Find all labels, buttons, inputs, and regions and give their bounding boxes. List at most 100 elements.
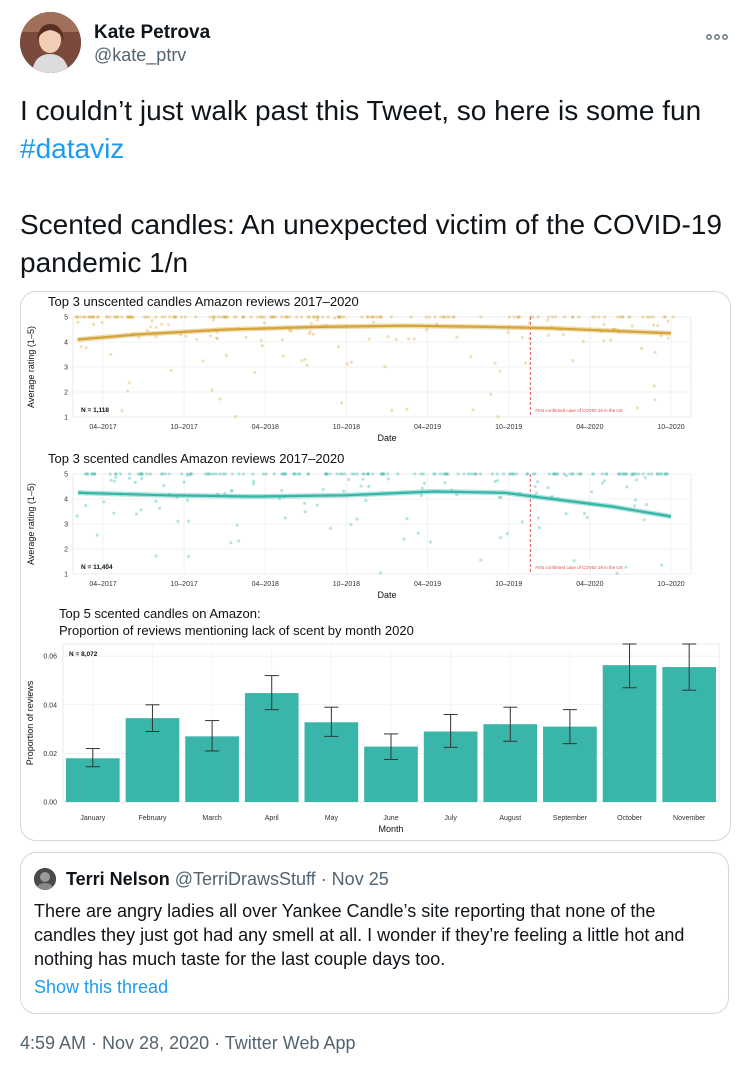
data-point <box>647 472 651 476</box>
data-point <box>533 484 537 489</box>
data-point <box>182 480 186 484</box>
data-point <box>74 315 78 319</box>
data-point <box>534 491 539 495</box>
data-point <box>300 358 304 363</box>
data-point <box>92 472 96 476</box>
y-tick-label: 0.00 <box>43 800 57 807</box>
data-point <box>615 571 619 576</box>
data-point <box>303 357 307 361</box>
data-point <box>224 315 228 319</box>
show-thread-link[interactable]: Show this thread <box>34 977 169 997</box>
trend-line <box>77 490 672 518</box>
data-point <box>379 315 383 319</box>
data-point <box>163 472 167 476</box>
data-point <box>126 315 130 319</box>
y-axis-title: Average rating (1–5) <box>26 483 36 565</box>
data-point <box>127 315 131 319</box>
hashtag-link[interactable]: #dataviz <box>20 133 125 164</box>
data-point <box>609 338 613 342</box>
data-point <box>593 315 597 319</box>
data-point <box>185 472 189 476</box>
data-point <box>311 332 315 336</box>
data-point <box>632 472 637 476</box>
data-point <box>207 472 211 476</box>
tweet-header: Kate Petrova @kate_ptrv <box>20 12 730 74</box>
data-point <box>367 484 371 489</box>
author-avatar[interactable] <box>20 12 81 73</box>
data-point <box>162 483 166 488</box>
data-point <box>226 315 230 319</box>
data-point <box>472 472 476 476</box>
data-point <box>222 315 226 319</box>
data-point <box>507 315 512 319</box>
data-point <box>421 472 425 476</box>
data-point <box>371 320 376 324</box>
x-tick-label: 10–2019 <box>495 424 522 431</box>
data-point <box>568 472 572 476</box>
data-point <box>536 315 540 319</box>
data-point <box>644 503 649 507</box>
quote-author-name[interactable]: Terri Nelson <box>66 869 170 889</box>
data-point <box>621 315 625 319</box>
data-point <box>546 333 551 337</box>
data-point <box>252 482 256 486</box>
data-point <box>341 315 346 319</box>
data-point <box>194 337 199 342</box>
data-point <box>128 315 132 319</box>
data-point <box>624 472 628 476</box>
x-tick-label: 10–2017 <box>171 424 198 431</box>
data-point <box>347 477 351 482</box>
x-tick-label: 10–2018 <box>333 581 360 588</box>
data-point <box>262 321 266 325</box>
data-point <box>281 354 285 358</box>
data-point <box>380 472 384 476</box>
data-point <box>223 491 227 496</box>
data-point <box>655 472 660 476</box>
data-point <box>490 472 494 476</box>
data-point <box>383 365 387 369</box>
quoted-tweet[interactable]: Terri Nelson @TerriDrawsStuff · Nov 25 T… <box>20 852 729 1014</box>
data-point <box>128 472 132 476</box>
data-point <box>456 472 460 476</box>
data-point <box>79 315 83 319</box>
data-point <box>474 472 478 476</box>
tweet-text-intro: I couldn’t just walk past this Tweet, so… <box>20 95 702 126</box>
data-point <box>405 407 409 411</box>
data-point <box>160 315 164 319</box>
data-point <box>139 472 144 476</box>
quote-author-avatar[interactable] <box>34 868 56 890</box>
y-tick-label: 0.02 <box>43 751 57 758</box>
data-point <box>499 495 503 500</box>
data-point <box>171 315 176 319</box>
event-label: First confirmed case of COVID-19 in the … <box>535 565 622 570</box>
x-tick-label: January <box>80 815 105 822</box>
author-name[interactable]: Kate Petrova <box>94 22 211 43</box>
more-options-icon[interactable] <box>706 24 728 47</box>
data-point <box>108 352 113 357</box>
data-point <box>555 472 560 476</box>
data-point <box>361 472 365 476</box>
data-point <box>339 315 343 319</box>
data-point <box>579 472 583 476</box>
data-point <box>619 472 623 476</box>
x-tick-label: November <box>673 815 706 822</box>
tweet-media-image[interactable]: Top 3 unscented candles Amazon reviews 2… <box>20 291 731 841</box>
tweet-timestamp[interactable]: 4:59 AM · Nov 28, 2020 · Twitter Web App <box>20 1033 356 1053</box>
author-handle[interactable]: @kate_ptrv <box>94 45 187 65</box>
data-point <box>328 526 333 531</box>
data-point <box>553 472 557 476</box>
data-point <box>653 350 657 355</box>
data-point <box>93 472 97 476</box>
data-point <box>547 472 551 476</box>
data-point <box>190 472 194 476</box>
data-point <box>443 472 447 476</box>
data-point <box>91 315 95 319</box>
data-point <box>374 315 378 319</box>
data-point <box>149 325 153 329</box>
data-point <box>602 339 606 343</box>
data-point <box>260 344 264 348</box>
data-point <box>82 315 86 319</box>
data-point <box>355 517 359 521</box>
data-point <box>666 319 670 323</box>
data-point <box>308 330 312 334</box>
